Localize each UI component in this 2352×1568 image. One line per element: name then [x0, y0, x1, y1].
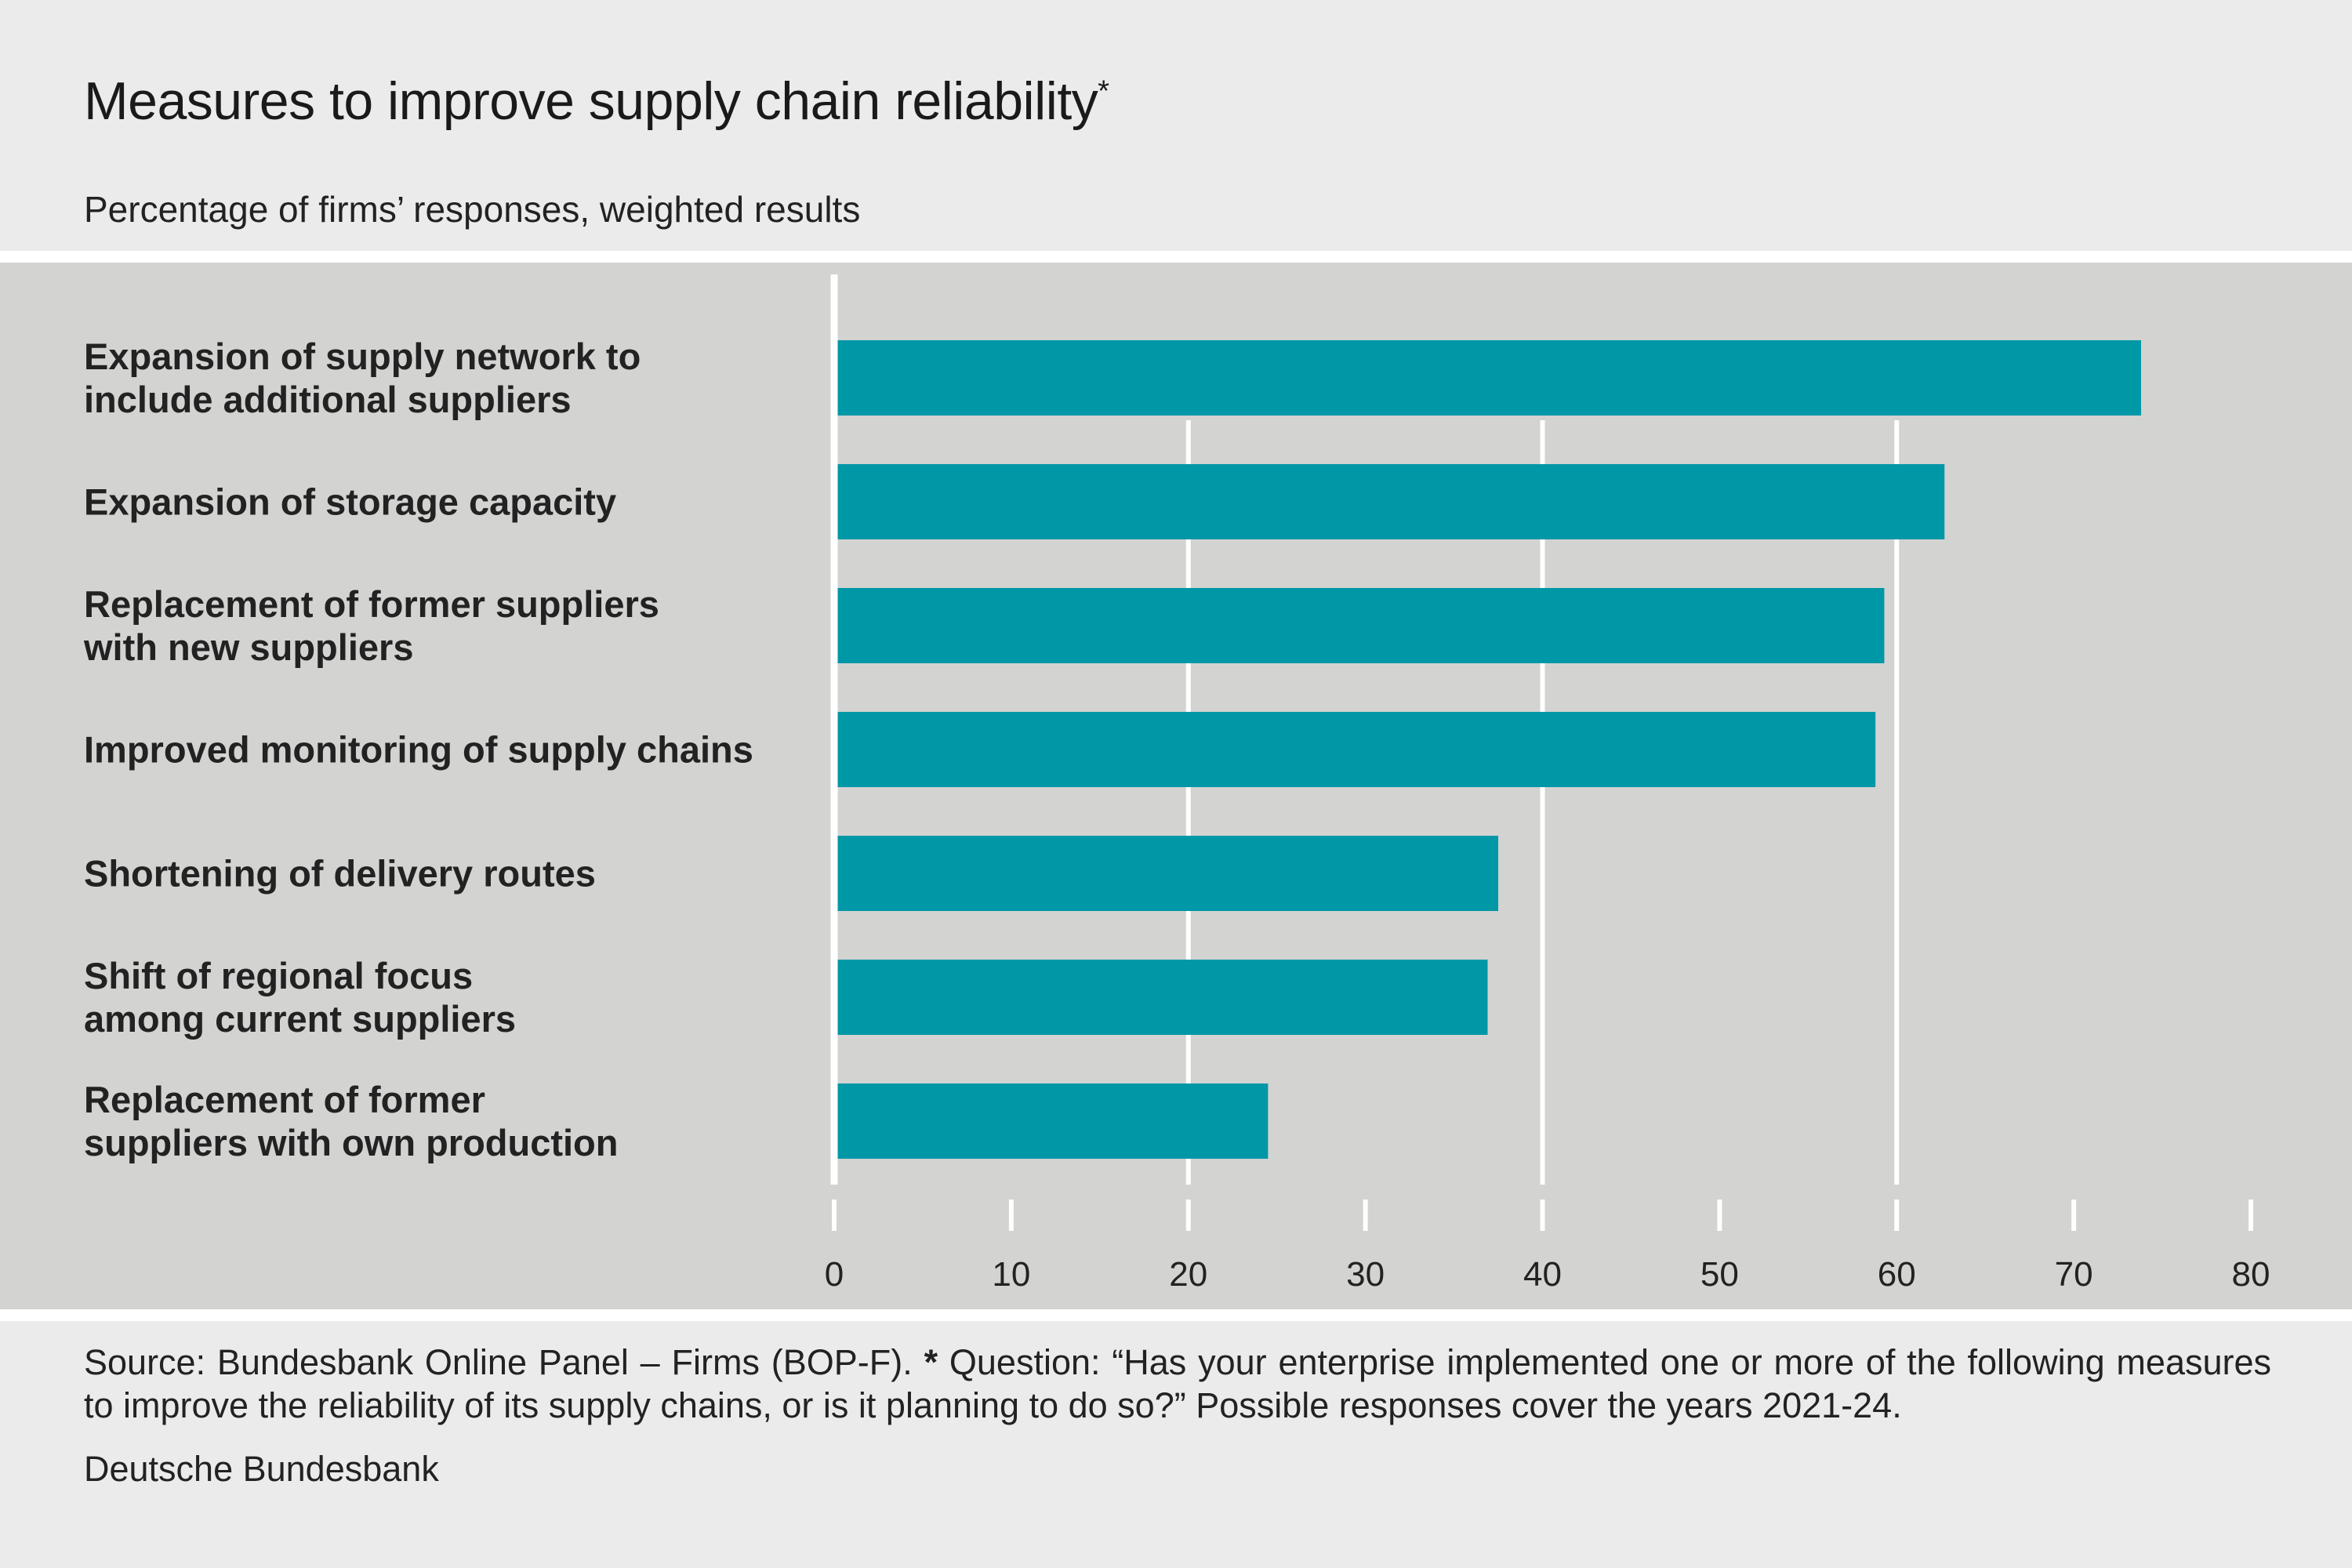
chart-subtitle: Percentage of firms’ responses, weighted…: [84, 189, 861, 230]
category-label: Shortening of delivery routes: [84, 852, 596, 895]
bar: [834, 960, 1488, 1035]
x-tick-label: 40: [1523, 1255, 1562, 1294]
category-label-line: Improved monitoring of supply chains: [84, 728, 753, 771]
publisher: Deutsche Bundesbank: [84, 1449, 439, 1489]
bar: [834, 1083, 1269, 1159]
bar: [834, 712, 1876, 787]
title-footnote-marker: *: [1098, 74, 1109, 108]
footnote-marker: *: [924, 1342, 938, 1382]
source-text: Source: Bundesbank Online Panel – Firms …: [84, 1342, 924, 1382]
category-label: Expansion of storage capacity: [84, 481, 616, 524]
plot-area: Expansion of supply network to include ad…: [0, 263, 2352, 1309]
x-tick-label: 30: [1346, 1255, 1385, 1294]
category-label: Shift of regional focus among current sup…: [84, 954, 516, 1040]
category-label: Replacement of former suppliers with own …: [84, 1078, 618, 1164]
bar: [834, 464, 1945, 539]
category-label-line: Expansion of supply network to: [84, 336, 641, 377]
category-label-line: Expansion of storage capacity: [84, 481, 617, 523]
bar-chart: 0 10 20 30 40 50 60 70 80: [825, 274, 2270, 1294]
category-label-line: among current suppliers: [84, 998, 517, 1040]
divider-bottom: [0, 1309, 2352, 1321]
bar: [834, 588, 1885, 663]
source-note: Source: Bundesbank Online Panel – Firms …: [84, 1341, 2271, 1427]
bar: [834, 340, 2141, 416]
bar: [834, 836, 1499, 911]
divider-top: [0, 251, 2352, 263]
category-label-line: include additional suppliers: [84, 379, 572, 420]
category-label: Replacement of former suppliers with new …: [84, 583, 659, 669]
x-tick-label: 80: [2232, 1255, 2270, 1294]
category-label-line: Shift of regional focus: [84, 955, 474, 996]
category-label: Expansion of supply network to include ad…: [84, 335, 641, 421]
x-tick-label: 10: [992, 1255, 1030, 1294]
x-tick-label: 50: [1700, 1255, 1739, 1294]
x-tick-label: 0: [825, 1255, 844, 1294]
category-label-line: suppliers with own production: [84, 1122, 619, 1163]
x-tick-label: 60: [1878, 1255, 1916, 1294]
x-tick-label: 20: [1169, 1255, 1207, 1294]
x-tick-label: 70: [2055, 1255, 2093, 1294]
chart-title: Measures to improve supply chain reliabi…: [84, 71, 1109, 132]
category-label-line: Replacement of former: [84, 1079, 485, 1120]
title-text: Measures to improve supply chain reliabi…: [84, 71, 1098, 131]
category-label-line: with new suppliers: [84, 626, 414, 668]
question-note: Question: “Has your enterprise implement…: [84, 1342, 2272, 1425]
category-label: Improved monitoring of supply chains: [84, 728, 753, 771]
category-label-line: Shortening of delivery routes: [84, 852, 596, 895]
category-label-line: Replacement of former suppliers: [84, 583, 659, 625]
